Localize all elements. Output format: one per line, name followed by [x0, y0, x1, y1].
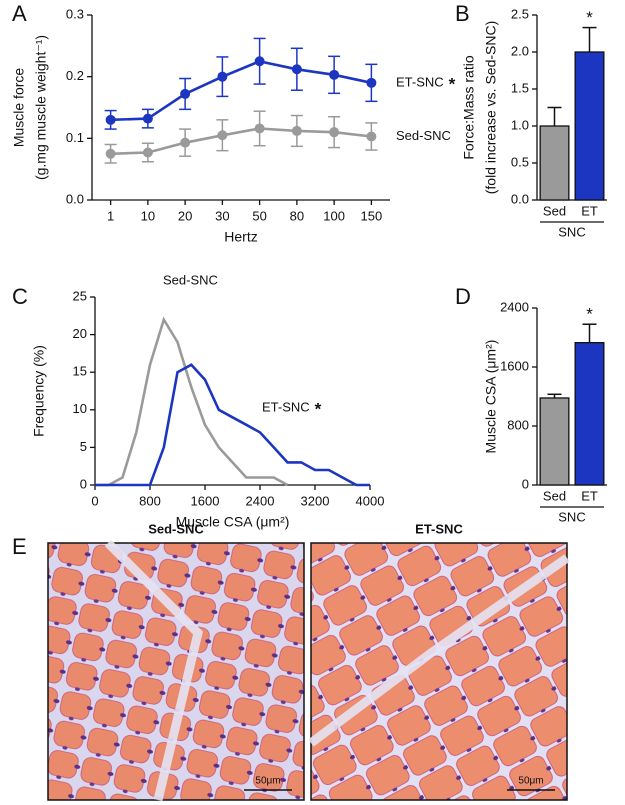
- bar: [539, 125, 570, 201]
- data-point: [254, 123, 265, 134]
- data-point: [291, 125, 302, 136]
- panel-letter: B: [455, 1, 470, 26]
- y-tick-label: 2400: [500, 299, 529, 314]
- data-point: [366, 131, 377, 142]
- data-point: [291, 64, 302, 75]
- x-tick-label: 1: [107, 208, 114, 223]
- x-tick-label: 20: [178, 208, 192, 223]
- data-point: [217, 130, 228, 141]
- group-label: SNC: [558, 224, 585, 239]
- y-tick-label: 1.0: [511, 117, 529, 132]
- y-tick-label: 0.5: [511, 154, 529, 169]
- data-point: [142, 147, 153, 158]
- panel-letter: A: [12, 1, 27, 26]
- tissue-gap: [104, 539, 203, 802]
- y-axis-label: Muscle force: [11, 68, 27, 148]
- y-tick-label: 10: [73, 401, 87, 416]
- data-point: [217, 71, 228, 82]
- y-tick-label: 25: [73, 288, 87, 303]
- x-tick-label: ET: [581, 203, 598, 218]
- y-tick-label: 0.2: [66, 68, 84, 83]
- x-tick-label: 0: [91, 493, 98, 508]
- x-tick-label: Sed: [543, 203, 566, 218]
- series-label: Sed-SNC: [396, 128, 451, 143]
- data-point: [329, 69, 340, 80]
- data-point: [180, 88, 191, 99]
- tissue-gap: [308, 554, 570, 747]
- y-tick-label: 0: [522, 476, 529, 491]
- y-axis-label: (fold increase vs. Sed-SNC): [483, 21, 499, 195]
- y-tick-label: 15: [73, 364, 87, 379]
- significance-mark: *: [449, 74, 456, 93]
- y-axis-label: Force:Mass ratio: [461, 55, 477, 159]
- bar: [574, 51, 605, 201]
- x-tick-label: 2400: [246, 493, 275, 508]
- x-tick-label: 4000: [356, 493, 385, 508]
- series-label: ET-SNC: [262, 399, 310, 414]
- y-axis-label: Muscle CSA (μm²): [483, 340, 499, 454]
- x-tick-label: 30: [215, 208, 229, 223]
- x-tick-label: 3200: [301, 493, 330, 508]
- y-tick-label: 1.5: [511, 80, 529, 95]
- series-line: [110, 127, 372, 156]
- data-point: [366, 77, 377, 88]
- data-point: [180, 137, 191, 148]
- panel-letter: E: [12, 534, 27, 559]
- scale-bar-label: 50μm: [255, 776, 280, 787]
- x-axis-label: Hertz: [224, 229, 257, 245]
- y-tick-label: 0.3: [66, 6, 84, 21]
- data-point: [329, 127, 340, 138]
- x-tick-label: 100: [323, 208, 345, 223]
- y-tick-label: 0: [80, 476, 87, 491]
- y-tick-label: 2.0: [511, 43, 529, 58]
- significance-mark: *: [586, 305, 593, 324]
- bar: [539, 397, 570, 486]
- series-line: [95, 316, 289, 487]
- series-line: [110, 59, 372, 122]
- image-title: Sed-SNC: [148, 521, 204, 536]
- micrograph: [47, 542, 305, 801]
- data-point: [254, 56, 265, 67]
- scale-bar-label: 50μm: [518, 776, 543, 787]
- group-label: SNC: [558, 509, 585, 524]
- data-point: [105, 114, 116, 125]
- x-tick-label: 50: [252, 208, 266, 223]
- y-tick-label: 5: [80, 439, 87, 454]
- y-tick-label: 0.0: [511, 191, 529, 206]
- x-tick-label: 80: [290, 208, 304, 223]
- data-point: [105, 148, 116, 159]
- series-label: ET-SNC: [396, 74, 444, 89]
- series-label: Sed-SNC: [163, 272, 218, 287]
- x-tick-label: 10: [141, 208, 155, 223]
- image-title: ET-SNC: [415, 521, 463, 536]
- y-tick-label: 1600: [500, 358, 529, 373]
- data-point: [142, 113, 153, 124]
- x-tick-label: Sed: [543, 488, 566, 503]
- bar: [574, 342, 605, 486]
- significance-mark: *: [315, 399, 322, 418]
- x-tick-label: 1600: [191, 493, 220, 508]
- y-tick-label: 0.1: [66, 130, 84, 145]
- x-tick-label: 150: [361, 208, 383, 223]
- x-tick-label: 800: [139, 493, 161, 508]
- y-axis-label: Frequency (%): [31, 345, 47, 437]
- series-line: [95, 363, 370, 487]
- y-tick-label: 0.0: [66, 191, 84, 206]
- x-tick-label: ET: [581, 488, 598, 503]
- significance-mark: *: [586, 8, 593, 27]
- panel-letter: C: [12, 284, 28, 309]
- x-axis-label: Muscle CSA (μm²): [176, 514, 290, 530]
- y-tick-label: 20: [73, 326, 87, 341]
- y-axis-label: (g.mg muscle weight⁻¹): [33, 35, 49, 180]
- y-tick-label: 800: [507, 417, 529, 432]
- y-tick-label: 2.5: [511, 6, 529, 21]
- panel-letter: D: [455, 284, 471, 309]
